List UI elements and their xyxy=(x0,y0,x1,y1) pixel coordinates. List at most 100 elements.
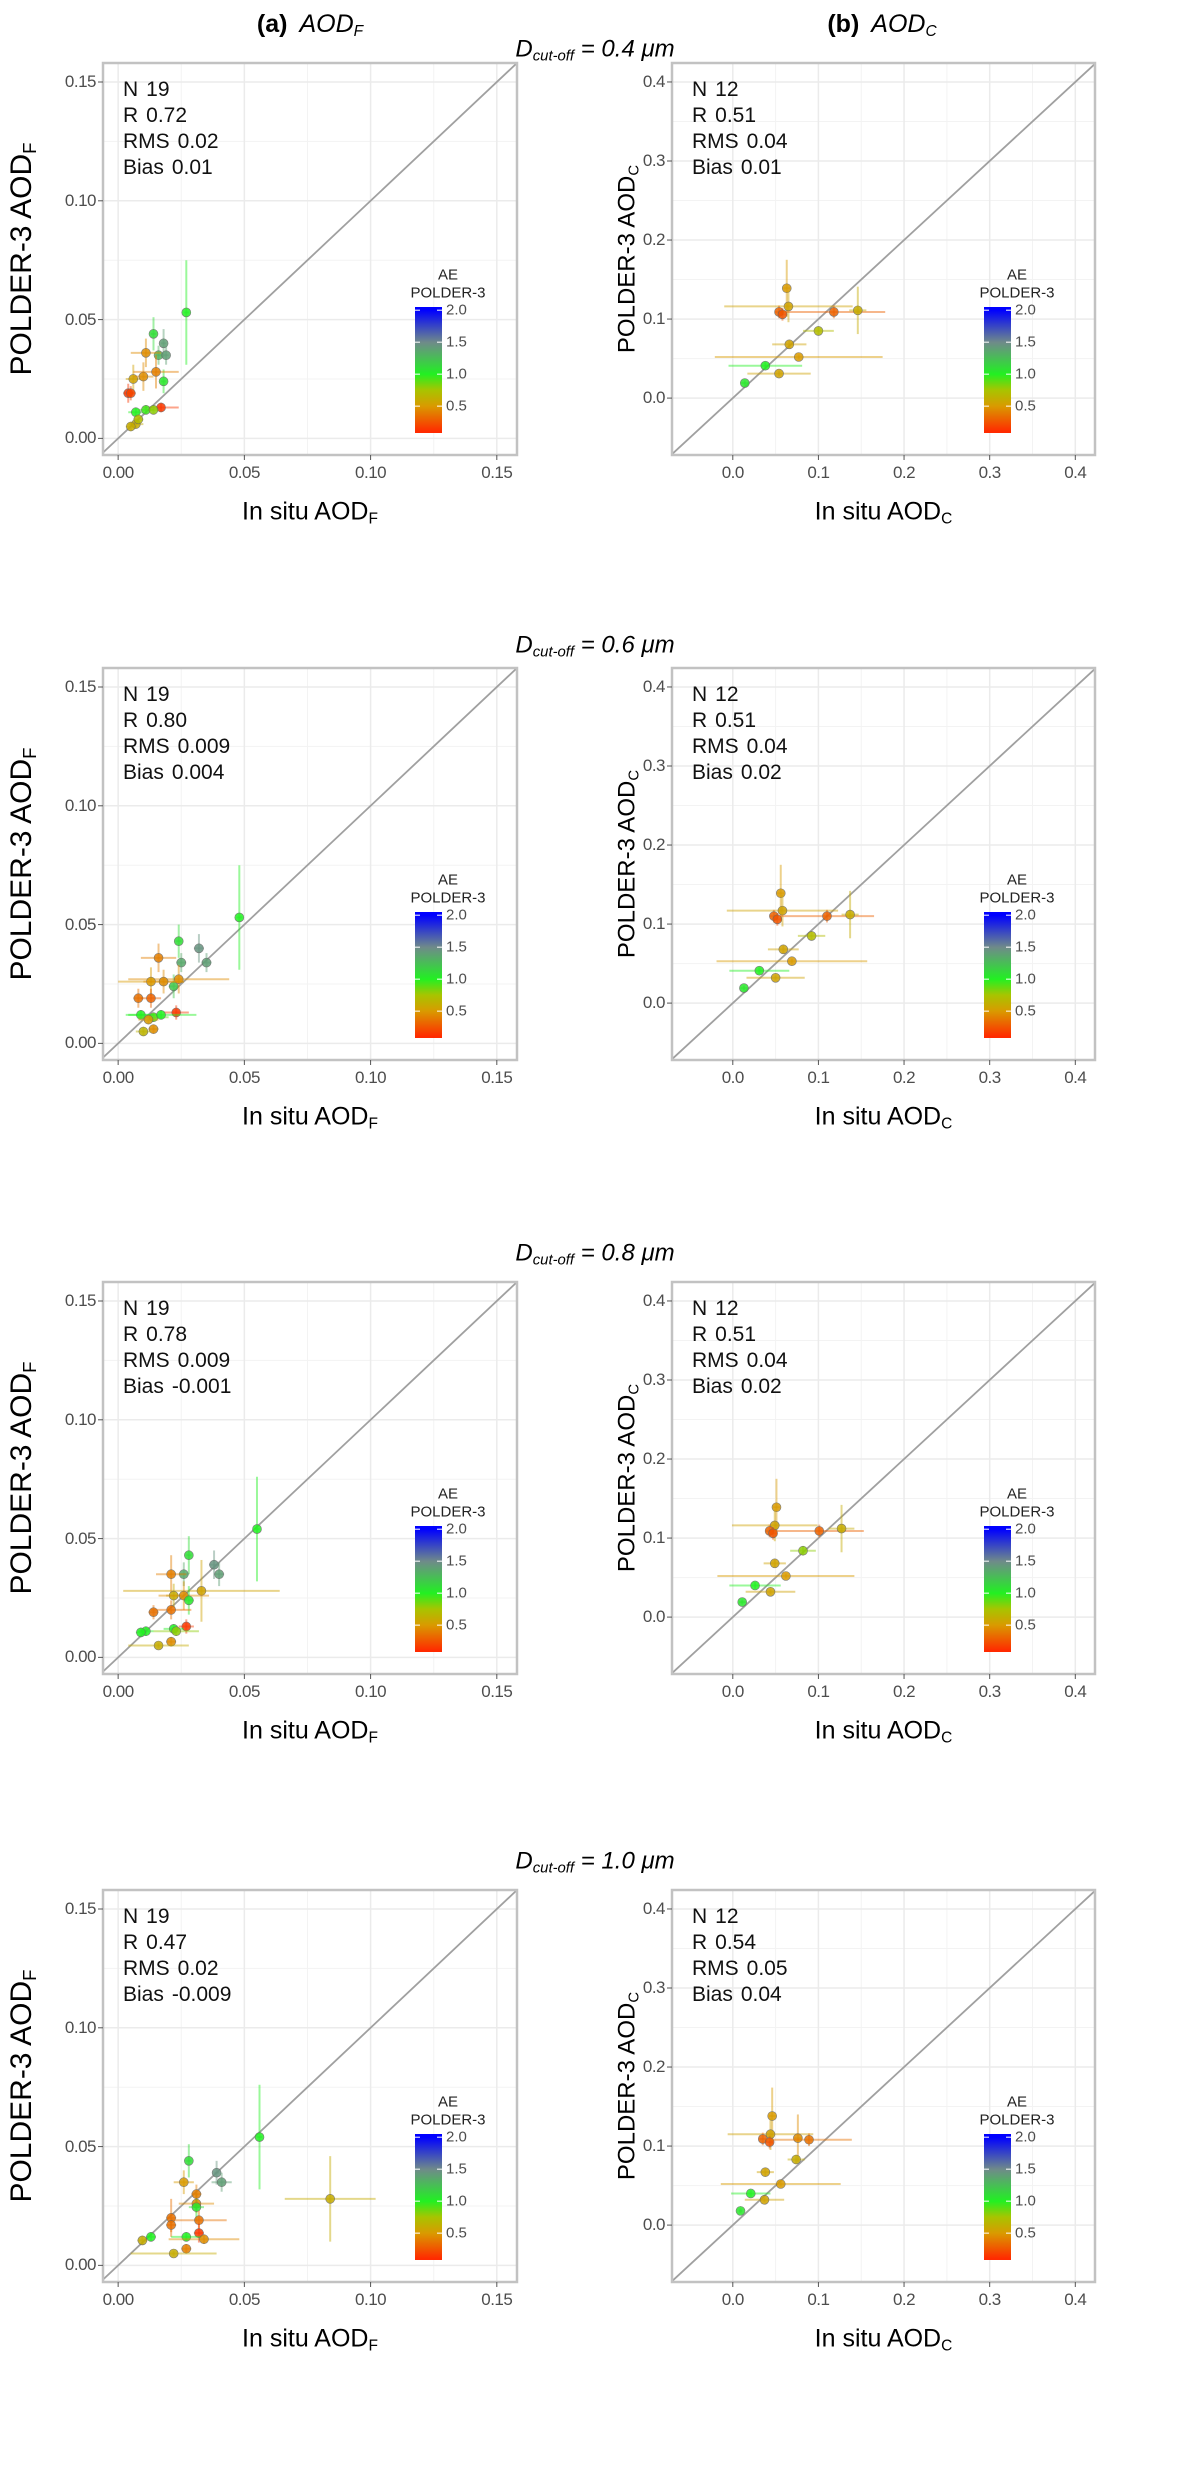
data-point-group xyxy=(181,2243,192,2254)
x-axis-label-main: In situ AOD xyxy=(242,1716,369,1745)
stat-value: 0.02 xyxy=(177,1957,219,1980)
y-tick-label: 0.2 xyxy=(642,835,666,855)
data-point xyxy=(214,1569,224,1580)
data-point xyxy=(166,1605,176,1615)
legend-title: AE xyxy=(437,1485,459,1503)
y-tick-label: 0.15 xyxy=(64,677,97,696)
data-point xyxy=(191,2189,202,2199)
y-tick-label: 0.4 xyxy=(642,1290,666,1310)
data-point xyxy=(254,2132,265,2142)
stat-label: RMS xyxy=(123,735,170,758)
column-header-sub: F xyxy=(353,22,364,40)
cutoff-label: Dcut-off = 0.8 μm xyxy=(515,1240,674,1269)
stat-value: 0.04 xyxy=(746,1349,788,1372)
x-axis-label-main: In situ AOD xyxy=(242,497,369,526)
x-axis-label: In situ AODF xyxy=(242,2325,378,2356)
data-point-group xyxy=(756,2167,774,2177)
stat-bias: Bias 0.04 xyxy=(692,1982,788,2008)
data-point xyxy=(128,374,139,384)
x-tick-label: 0.00 xyxy=(102,1682,135,1701)
stat-label: RMS xyxy=(692,1957,739,1980)
data-point xyxy=(211,2167,222,2178)
data-point-group xyxy=(156,1555,187,1594)
stat-label: R xyxy=(123,104,139,127)
stat-label: RMS xyxy=(123,1349,170,1372)
x-tick-label: 0.10 xyxy=(355,2290,387,2309)
x-tick-label: 0.10 xyxy=(355,1682,387,1701)
data-point-group xyxy=(166,2217,177,2233)
colorbar-tick-label: 1.5 xyxy=(1015,938,1036,956)
stat-value: 0.78 xyxy=(146,1323,188,1346)
data-point xyxy=(791,2154,801,2165)
y-axis-label-sub: C xyxy=(626,164,643,176)
data-point-group xyxy=(739,983,749,993)
y-axis-label: POLDER-3 AODC xyxy=(614,1992,643,2180)
data-point xyxy=(781,283,792,294)
data-point-group xyxy=(148,405,159,415)
colorbar xyxy=(415,1526,442,1652)
y-tick-label: 0.0 xyxy=(642,993,666,1013)
data-point-group xyxy=(140,943,177,973)
stat-n: N 12 xyxy=(692,1904,788,1930)
cutoff-value: = 0.8 μm xyxy=(574,1239,675,1267)
data-point xyxy=(759,2195,770,2205)
stat-r: R 0.47 xyxy=(123,1930,231,1956)
y-axis-label: POLDER-3 AODC xyxy=(614,1384,643,1572)
stat-value: 0.51 xyxy=(715,104,757,127)
x-axis-label-main: In situ AOD xyxy=(814,497,942,526)
y-tick-label: 0.3 xyxy=(642,1978,666,1997)
data-point xyxy=(133,993,144,1004)
data-point-group xyxy=(128,1640,189,1651)
data-point-group xyxy=(118,967,184,996)
data-point-group xyxy=(184,1536,194,1575)
data-point-group xyxy=(178,1619,194,1634)
stat-bias: Bias 0.02 xyxy=(692,760,788,786)
data-point xyxy=(775,888,786,899)
stat-label: N xyxy=(123,683,139,706)
x-tick-label: 0.05 xyxy=(228,2290,261,2309)
stat-label: Bias xyxy=(692,761,733,784)
y-axis-label: POLDER-3 AODC xyxy=(614,165,643,353)
stat-label: RMS xyxy=(692,735,739,758)
data-point xyxy=(806,931,817,941)
data-point xyxy=(822,911,832,921)
plot-border xyxy=(101,1280,519,1676)
stat-value: 19 xyxy=(146,78,170,101)
stat-bias: Bias -0.001 xyxy=(123,1374,231,1400)
data-point xyxy=(739,378,750,388)
data-point xyxy=(194,2215,204,2226)
data-point-group xyxy=(166,2198,177,2237)
data-point-group xyxy=(123,1559,280,1622)
x-axis-label-sub: F xyxy=(368,2337,378,2355)
data-point-group xyxy=(763,1558,786,1569)
plot-area xyxy=(667,1888,1097,2287)
data-point xyxy=(798,1545,808,1556)
data-point xyxy=(787,956,797,967)
stat-n: N 12 xyxy=(692,682,788,708)
data-point xyxy=(161,350,171,361)
data-point-group xyxy=(153,345,164,365)
data-point-group xyxy=(148,1605,159,1620)
data-point xyxy=(853,305,863,316)
data-point-group xyxy=(767,944,799,955)
x-axis-label-sub: C xyxy=(941,1729,953,1747)
stat-value: 12 xyxy=(715,1297,739,1320)
y-tick-label: 0.05 xyxy=(64,1528,97,1548)
y-tick-label: 0.10 xyxy=(64,190,97,210)
data-point xyxy=(191,2202,202,2212)
data-point-group xyxy=(133,362,154,391)
stats-annotation: N 19 R 0.80 RMS 0.009 Bias 0.004 xyxy=(123,682,230,786)
x-tick-label: 0.10 xyxy=(355,1068,387,1087)
stat-n: N 12 xyxy=(692,77,788,103)
data-point xyxy=(148,329,159,339)
colorbar-tick-label: 1.5 xyxy=(1015,2160,1036,2178)
data-point-group xyxy=(181,260,192,365)
data-point xyxy=(836,1523,847,1534)
data-point xyxy=(793,352,804,362)
colorbar-tick-label: 1.5 xyxy=(446,1552,467,1570)
cutoff-sub: cut-off xyxy=(532,48,575,65)
data-point-group xyxy=(720,2179,841,2189)
plot-border xyxy=(101,61,519,457)
data-point-group xyxy=(828,1504,855,1553)
y-tick-label: 0.10 xyxy=(64,795,97,815)
